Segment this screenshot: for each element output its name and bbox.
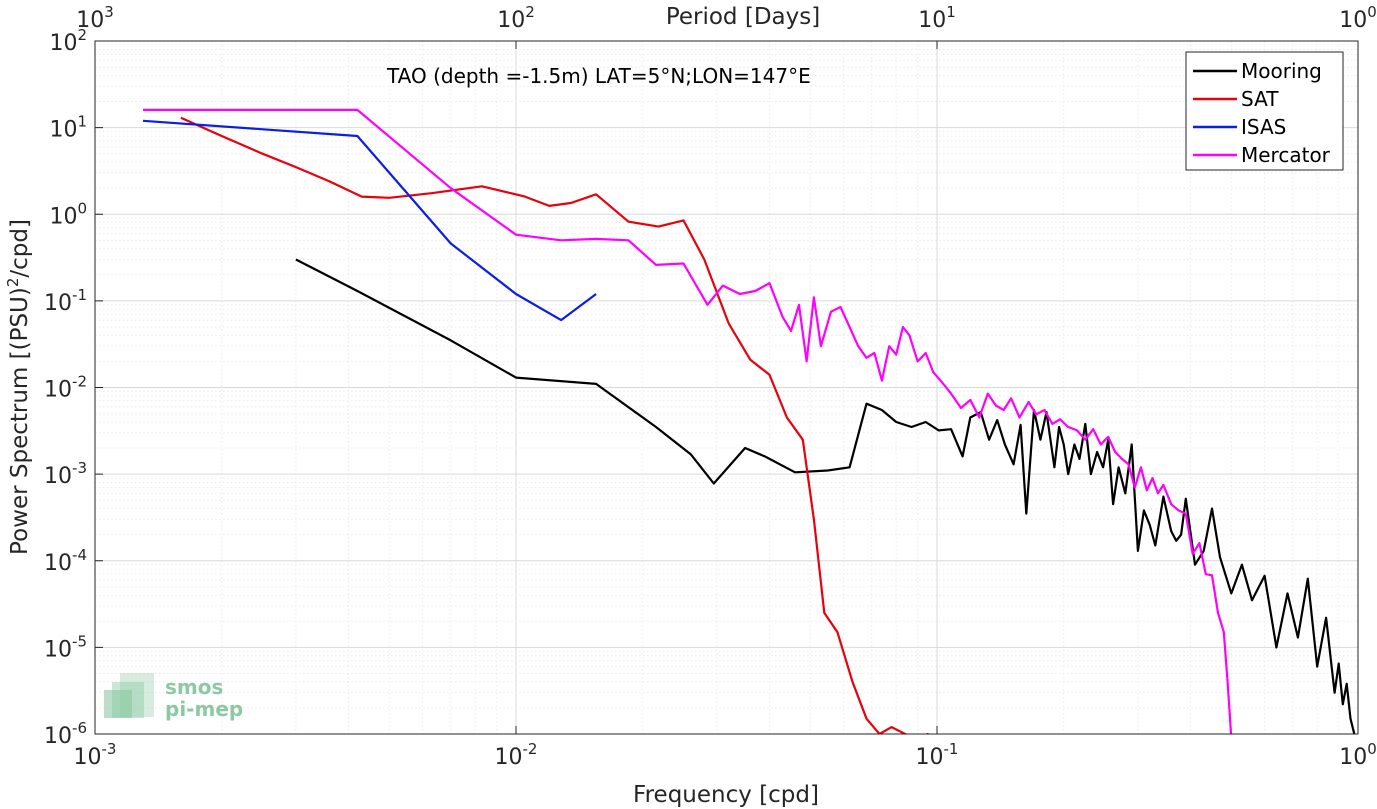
legend-label-mooring: Mooring [1241, 59, 1322, 83]
chart-annotation: TAO (depth =-1.5m) LAT=5°N;LON=147°E [386, 64, 811, 88]
legend-label-mercator: Mercator [1241, 143, 1331, 167]
y-tick-label: 101 [49, 113, 87, 143]
y-axis-title-main: Power Spectrum [(PSU) [7, 287, 33, 555]
y-tick-label: 10-6 [44, 719, 87, 749]
legend-label-isas: ISAS [1241, 115, 1286, 139]
top-tick-label: 102 [497, 3, 535, 33]
x-tick-label: 100 [1339, 740, 1377, 770]
y-tick-label: 10-3 [44, 459, 87, 489]
y-tick-label: 100 [49, 199, 87, 229]
series-line-isas [142, 119, 597, 322]
smos-pi-mep-logo: smos pi-mep [104, 673, 243, 721]
y-tick-label: 10-4 [44, 546, 87, 576]
series-lines [142, 108, 1356, 734]
x-axis-title: Frequency [cpd] [633, 782, 819, 808]
y-axis-title-tail: /cpd] [7, 219, 33, 278]
legend-label-sat: SAT [1241, 87, 1279, 111]
grid [94, 41, 1358, 735]
series-line-sat [180, 116, 931, 734]
logo-line2: pi-mep [165, 697, 243, 721]
y-tick-label: 10-1 [44, 286, 87, 316]
top-tick-label: 103 [76, 3, 114, 33]
y-tick-label: 102 [49, 26, 87, 56]
series-line-mercator [143, 108, 1233, 734]
top-tick-label: 100 [1339, 3, 1377, 33]
top-axis-title: Period [Days] [666, 4, 820, 30]
x-tick-label: 10-1 [916, 740, 959, 770]
legend: Mooring SAT ISAS Mercator [1185, 51, 1344, 171]
series-line-mooring [295, 258, 1356, 734]
y-axis-title-sup: 2 [4, 278, 22, 288]
y-tick-label: 10-5 [44, 632, 87, 662]
logo-line1: smos [165, 675, 223, 699]
x-tick-label: 10-2 [495, 740, 538, 770]
x-tick-label: 10-3 [74, 740, 117, 770]
top-tick-label: 101 [918, 3, 956, 33]
y-tick-label: 10-2 [44, 373, 87, 403]
y-axis-title: Power Spectrum [(PSU)2/cpd] [4, 219, 33, 555]
